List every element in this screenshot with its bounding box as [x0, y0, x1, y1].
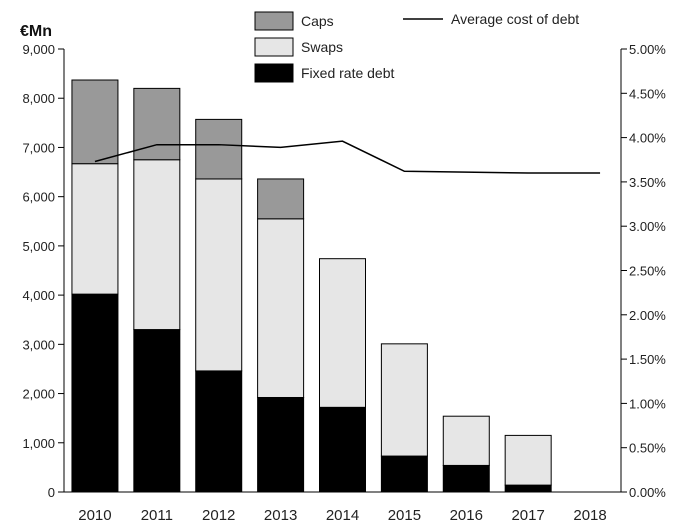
right-tick-label: 3.00%: [629, 219, 666, 234]
bar-caps-2010: [71, 79, 119, 165]
legend-label-average-cost-of-debt: Average cost of debt: [451, 11, 579, 27]
legend-label-swaps: Swaps: [301, 39, 343, 55]
bar-swaps-2015: [380, 343, 428, 457]
bar-fixed-rate-debt-2010: [71, 293, 119, 493]
legend: Caps Swaps Fixed rate debt Average cost …: [254, 11, 579, 83]
bar-fixed-rate-debt-2013: [257, 396, 305, 493]
bar-swaps-2010: [71, 163, 119, 295]
right-tick-label: 5.00%: [629, 42, 666, 57]
bar-fixed-rate-debt-2015: [380, 455, 428, 493]
right-tick-label: 4.50%: [629, 86, 666, 101]
x-tick-label-2017: 2017: [511, 507, 544, 524]
left-tick-label: 5,000: [22, 239, 55, 254]
left-tick-label: 7,000: [22, 140, 55, 155]
left-tick-label: 9,000: [22, 42, 55, 57]
bar-fixed-rate-debt-2014: [319, 406, 366, 493]
left-tick-label: 8,000: [22, 91, 55, 106]
bar-swaps-2017: [504, 434, 552, 486]
left-tick-label: 1,000: [22, 436, 55, 451]
x-tick-label-2010: 2010: [78, 507, 111, 524]
bar-fixed-rate-debt-2011: [133, 329, 181, 493]
x-axis-labels: 2010 2011 2012 2013 2014 2015 2016 2017 2018: [78, 507, 606, 524]
average-cost-line: [94, 140, 601, 174]
bar-caps-2011: [133, 87, 181, 161]
x-tick-label-2015: 2015: [388, 507, 421, 524]
bar-swaps-2014: [319, 258, 366, 408]
legend-swatch-fixed-rate-debt: [254, 63, 294, 83]
right-tick-label: 0.50%: [629, 441, 666, 456]
left-tick-label: 0: [48, 485, 55, 500]
bar-swaps-2011: [133, 159, 181, 331]
bar-fixed-rate-debt-2016: [442, 464, 490, 493]
left-tick-label: 6,000: [22, 190, 55, 205]
x-tick-label-2016: 2016: [450, 507, 483, 524]
x-tick-label-2013: 2013: [264, 507, 297, 524]
bar-caps-2013: [257, 178, 305, 220]
right-tick-label: 3.50%: [629, 175, 666, 190]
bar-swaps-2016: [442, 415, 490, 466]
left-tick-label: 4,000: [22, 288, 55, 303]
bar-swaps-2013: [257, 218, 305, 398]
legend-swatch-swaps: [254, 37, 294, 57]
bar-swaps-2012: [195, 178, 243, 372]
x-tick-label-2012: 2012: [202, 507, 235, 524]
right-tick-label: 2.50%: [629, 264, 666, 279]
left-tick-label: 2,000: [22, 387, 55, 402]
axes: 0 1,000 2,000 3,000 4,000 5,000 6,000 7,000 8,00…: [22, 42, 666, 500]
bars: [71, 79, 552, 493]
y-axis-unit-label: €Mn: [20, 23, 52, 40]
x-tick-label-2011: 2011: [141, 507, 173, 524]
bar-caps-2012: [195, 118, 243, 180]
legend-label-caps: Caps: [301, 13, 334, 29]
right-tick-label: 1.00%: [629, 396, 666, 411]
x-tick-label-2014: 2014: [326, 507, 359, 524]
right-tick-label: 4.00%: [629, 131, 666, 146]
right-tick-label: 0.00%: [629, 485, 666, 500]
legend-label-fixed-rate-debt: Fixed rate debt: [301, 65, 394, 81]
average-cost-of-debt-line: [94, 140, 601, 174]
bar-fixed-rate-debt-2017: [504, 484, 552, 493]
x-tick-label-2018: 2018: [573, 507, 606, 524]
left-tick-label: 3,000: [22, 337, 55, 352]
right-tick-label: 1.50%: [629, 352, 666, 367]
bar-fixed-rate-debt-2012: [195, 370, 243, 493]
right-tick-label: 2.00%: [629, 308, 666, 323]
legend-swatch-caps: [254, 11, 294, 31]
